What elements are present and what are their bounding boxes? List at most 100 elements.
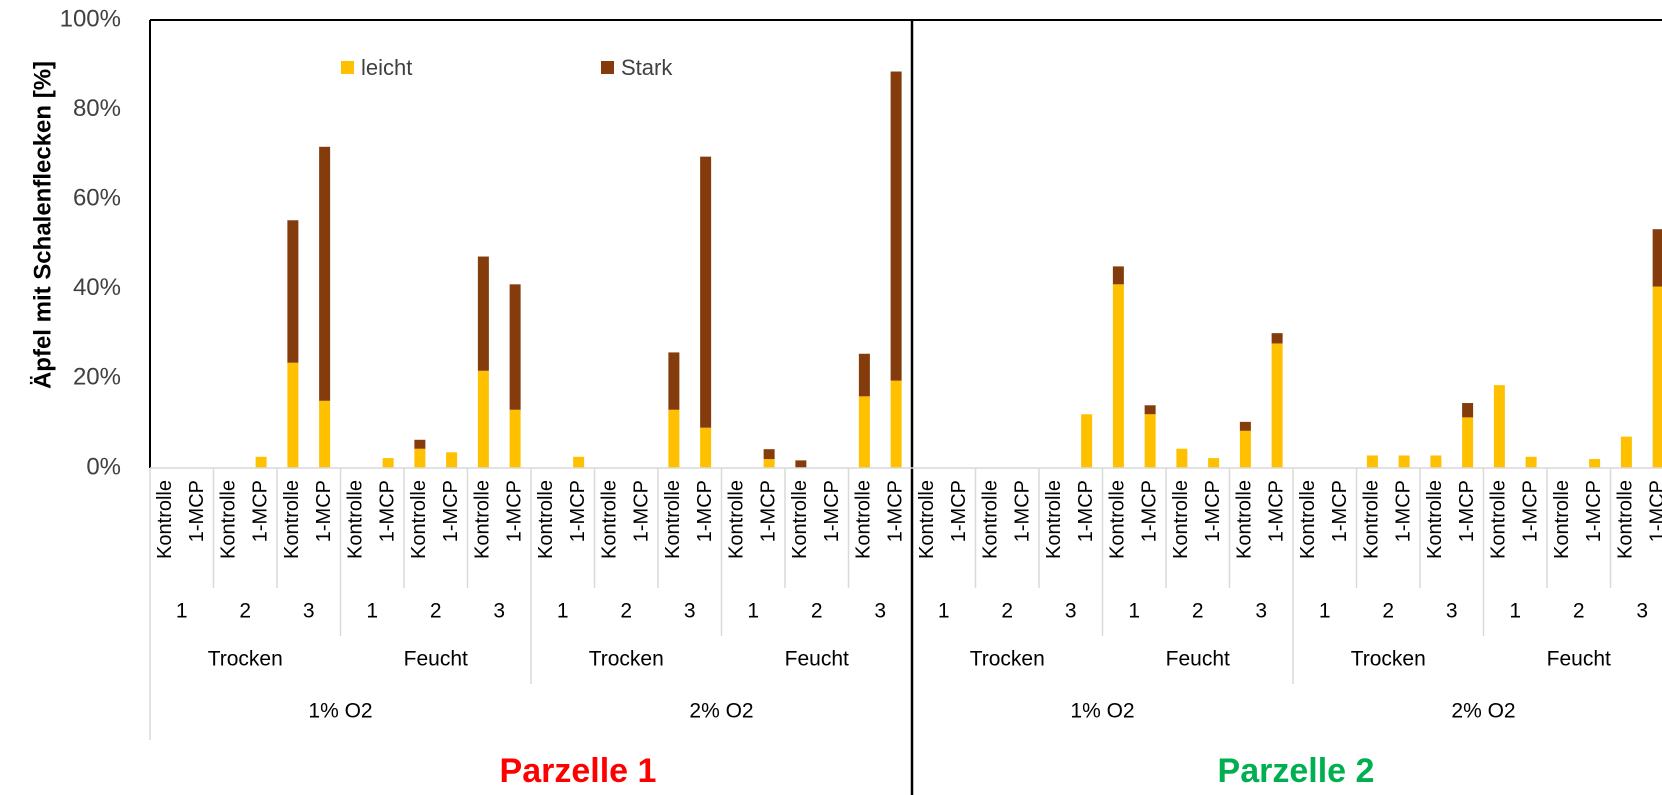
bar-stark <box>1112 266 1124 285</box>
x-tick-label: 1-MCP <box>313 480 335 542</box>
bar-leicht <box>1239 430 1251 468</box>
panel-title-parzelle-2: Parzelle 2 <box>1218 752 1375 790</box>
group-label-level3: Trocken <box>1351 648 1426 671</box>
group-label-level2: 3 <box>493 600 505 623</box>
group-label-level2: 1 <box>747 600 759 623</box>
x-tick-label: 1-MCP <box>249 480 271 542</box>
group-label-level3: Trocken <box>589 648 664 671</box>
bar-stark <box>477 256 489 371</box>
group-label-level4: 2% O2 <box>689 700 753 723</box>
x-tick-label: Kontrolle <box>1488 480 1510 559</box>
bar-stark <box>319 146 331 401</box>
bars <box>255 71 1662 468</box>
bar-leicht <box>1493 385 1505 468</box>
x-tick-label: 1-MCP <box>1075 480 1097 542</box>
bar-stark <box>509 284 521 410</box>
bar-stark <box>700 156 712 428</box>
x-tick-label: 1-MCP <box>1138 480 1160 542</box>
y-tick-label: 60% <box>73 185 121 212</box>
group-label-level2: 2 <box>1573 600 1585 623</box>
bar-leicht <box>1366 455 1378 468</box>
x-tick-label: 1-MCP <box>1456 480 1478 542</box>
group-label-level2: 1 <box>366 600 378 623</box>
bar-leicht <box>1112 284 1124 468</box>
bar-leicht <box>763 459 775 468</box>
bar-leicht <box>1589 459 1601 468</box>
y-tick-label: 0% <box>86 453 121 480</box>
x-tick-label: Kontrolle <box>1043 480 1065 559</box>
x-tick-label: Kontrolle <box>345 480 367 559</box>
x-axis: Kontrolle 1-MCP Kontrolle 1-MCP Kontrolle 1-M… <box>149 467 1662 740</box>
group-label-level2: 2 <box>1382 600 1394 623</box>
y-tick-label: 80% <box>73 95 121 122</box>
x-tick-label: Kontrolle <box>662 480 684 559</box>
group-label-level4: 1% O2 <box>308 700 372 723</box>
bar-stark <box>795 460 807 468</box>
bar-stark <box>890 71 902 381</box>
group-label-level2: 3 <box>1446 600 1458 623</box>
bar-stark <box>668 352 680 410</box>
group-label-level3: Feucht <box>1547 648 1611 671</box>
bar-leicht <box>1144 414 1156 468</box>
group-label-level3: Trocken <box>970 648 1045 671</box>
group-label-level2: 1 <box>176 600 188 623</box>
x-tick-label: Kontrolle <box>1170 480 1192 559</box>
bar-leicht <box>1620 436 1632 468</box>
x-tick-label: Kontrolle <box>281 480 303 559</box>
x-tick-label: 1-MCP <box>1011 480 1033 542</box>
x-tick-label: 1-MCP <box>1329 480 1351 542</box>
group-label-level2: 2 <box>239 600 251 623</box>
group-label-level2: 1 <box>557 600 569 623</box>
bar-leicht <box>414 448 426 468</box>
group-label-level3: Trocken <box>208 648 283 671</box>
x-tick-label: Kontrolle <box>218 480 240 559</box>
bar-leicht <box>668 409 680 468</box>
y-axis: 0% 20% 40% 60% 80% 100% <box>60 5 121 480</box>
group-label-level2: 1 <box>938 600 950 623</box>
bar-leicht <box>1081 414 1093 468</box>
bar-leicht <box>1652 286 1662 468</box>
x-tick-label: Kontrolle <box>472 480 494 559</box>
bar-leicht <box>858 396 870 468</box>
x-tick-label: Kontrolle <box>1615 480 1637 559</box>
x-tick-label: Kontrolle <box>726 480 748 559</box>
bar-leicht <box>509 409 521 468</box>
group-label-level4: 1% O2 <box>1070 700 1134 723</box>
x-tick-label: 1-MCP <box>757 480 779 542</box>
x-tick-label: Kontrolle <box>1361 480 1383 559</box>
group-label-level3: Feucht <box>785 648 849 671</box>
bar-leicht <box>1208 458 1220 468</box>
x-tick-label: Kontrolle <box>1551 480 1573 559</box>
bar-leicht <box>382 458 394 468</box>
legend-swatch-leicht <box>341 61 354 74</box>
bar-leicht <box>1398 455 1410 468</box>
group-label-level2: 3 <box>303 600 315 623</box>
x-tick-label: 1-MCP <box>1583 480 1605 542</box>
x-tick-label: 1-MCP <box>821 480 843 542</box>
group-label-level2: 2 <box>1001 600 1013 623</box>
x-tick-label: 1-MCP <box>1202 480 1224 542</box>
bar-leicht <box>1271 343 1283 468</box>
y-tick-label: 100% <box>60 5 121 32</box>
x-tick-label: 1-MCP <box>440 480 462 542</box>
x-tick-label: Kontrolle <box>1234 480 1256 559</box>
x-tick-label: 1-MCP <box>376 480 398 542</box>
x-tick-label: Kontrolle <box>154 480 176 559</box>
bar-stark <box>763 449 775 460</box>
group-label-level2: 3 <box>874 600 886 623</box>
x-tick-label: 1-MCP <box>630 480 652 542</box>
group-label-level2: 3 <box>1255 600 1267 623</box>
bar-stark <box>287 220 299 363</box>
group-label-level3: Feucht <box>404 648 468 671</box>
bar-stark <box>1271 333 1283 344</box>
group-label-level2: 2 <box>1192 600 1204 623</box>
x-tick-label: Kontrolle <box>789 480 811 559</box>
bar-leicht <box>319 400 331 468</box>
bar-leicht <box>477 370 489 468</box>
x-tick-label: Kontrolle <box>1107 480 1129 559</box>
legend-label-leicht: leicht <box>361 55 412 80</box>
x-tick-label: 1-MCP <box>1646 480 1662 542</box>
bar-leicht <box>287 362 299 468</box>
group-label-level4: 2% O2 <box>1451 700 1515 723</box>
x-tick-label: 1-MCP <box>1392 480 1414 542</box>
